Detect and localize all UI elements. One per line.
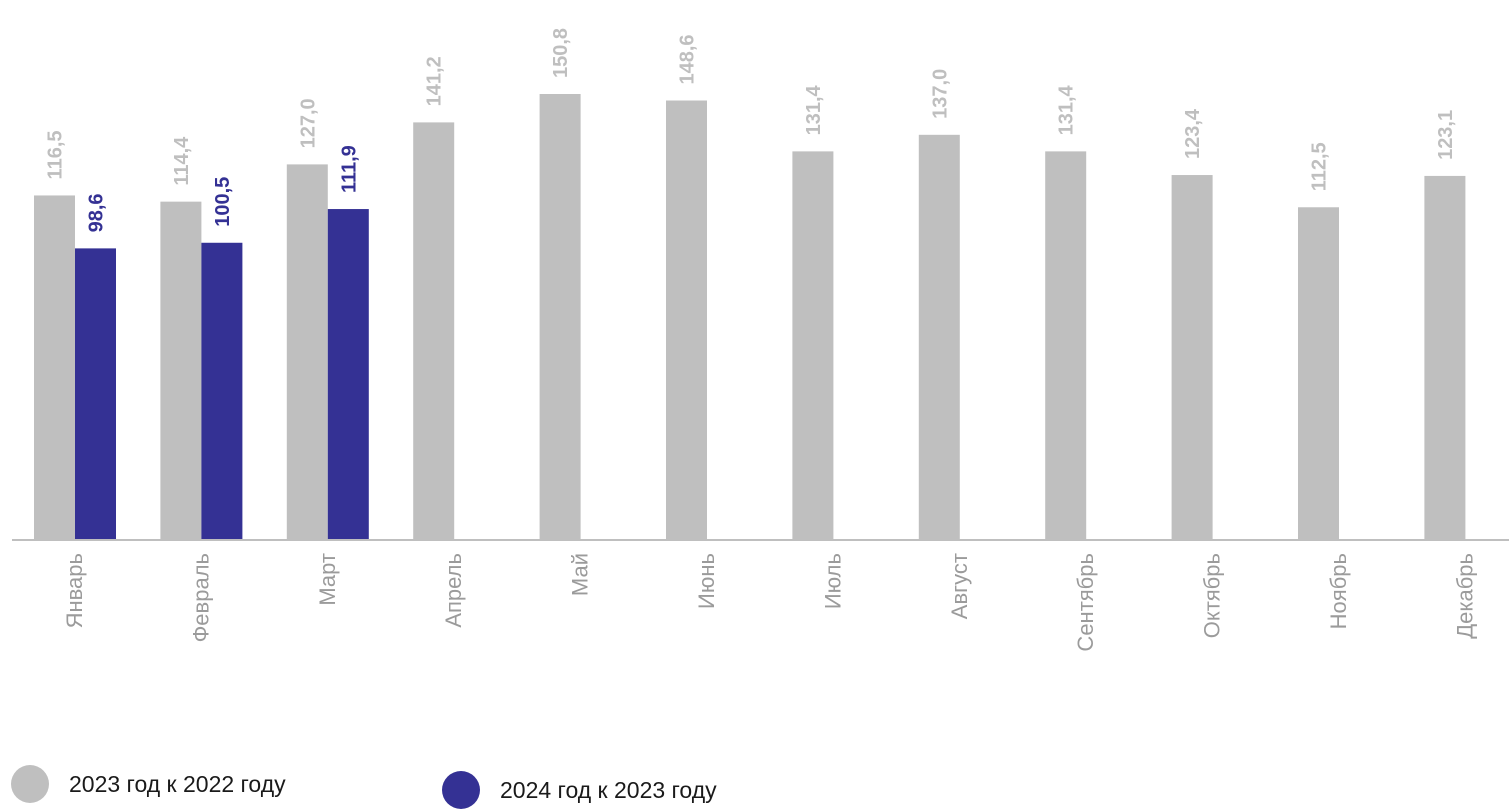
category-labels-layer: Январь Февраль Март Апрель Май Июнь Июль Август… [62, 553, 1477, 652]
value-label-2023-4: 141,2 [424, 56, 446, 106]
legend-label-2024: 2024 год к 2023 году [500, 776, 717, 803]
value-label-2023-3: 127,0 [297, 98, 319, 148]
bar-2023-1 [34, 195, 75, 541]
bars-layer [34, 94, 1466, 541]
bar-2023-12 [1424, 175, 1466, 540]
bar-2023-2 [160, 201, 202, 541]
category-label-9: Сентябрь [1073, 553, 1098, 652]
value-label-2023-1: 116,5 [45, 130, 67, 179]
value-label-2023-9: 131,4 [1056, 84, 1078, 135]
value-label-2023-6: 148,6 [677, 34, 699, 84]
category-label-11: Ноябрь [1326, 553, 1351, 629]
bar-2023-4 [413, 122, 455, 540]
bar-2024-2 [201, 242, 243, 540]
value-label-2023-11: 112,5 [1309, 142, 1331, 191]
value-label-2023-2: 114,4 [171, 136, 193, 186]
legend-label-2023: 2023 год к 2022 году [69, 770, 286, 797]
legend-swatch-2023 [11, 765, 49, 803]
category-label-3: Март [315, 553, 340, 606]
bar-2023-5 [539, 94, 581, 540]
legend-item-2024: 2024 год к 2023 году [442, 770, 717, 810]
value-label-2023-8: 137,0 [929, 69, 951, 119]
bar-2023-8 [918, 134, 960, 540]
category-label-1: Январь [62, 553, 87, 628]
category-label-8: Август [947, 553, 972, 619]
bar-2023-11 [1298, 207, 1339, 540]
value-label-2023-12: 123,1 [1435, 110, 1457, 160]
category-label-10: Октябрь [1200, 553, 1225, 638]
category-label-4: Апрель [441, 553, 466, 628]
bar-2023-6 [666, 100, 707, 541]
category-label-12: Декабрь [1452, 553, 1477, 639]
value-label-2024-2: 100,5 [212, 177, 234, 227]
category-label-5: Май [568, 553, 593, 596]
category-label-6: Июнь [694, 553, 719, 609]
legend-swatch-2024 [442, 771, 480, 809]
category-label-7: Июль [820, 553, 845, 609]
value-label-2023-10: 123,4 [1182, 108, 1204, 159]
bar-2023-9 [1045, 151, 1087, 541]
value-label-2023-7: 131,4 [803, 84, 825, 135]
value-label-2024-3: 111,9 [338, 145, 360, 193]
bar-2023-7 [792, 151, 834, 541]
value-label-2024-1: 98,6 [86, 193, 108, 232]
bar-2024-3 [327, 209, 369, 540]
bar-2023-10 [1171, 175, 1213, 540]
bar-chart: 116,5 98,6 114,4 100,5 127,0 111,9 141,2 150,8 1… [12, 28, 1509, 652]
value-labels-layer: 116,5 98,6 114,4 100,5 127,0 111,9 141,2 150,8 1… [45, 28, 1457, 232]
bar-2024-1 [75, 248, 116, 540]
bar-2023-3 [286, 164, 328, 540]
legend-item-2023: 2023 год к 2022 году [11, 764, 286, 804]
value-label-2023-5: 150,8 [550, 28, 572, 78]
category-label-2: Февраль [188, 553, 213, 642]
